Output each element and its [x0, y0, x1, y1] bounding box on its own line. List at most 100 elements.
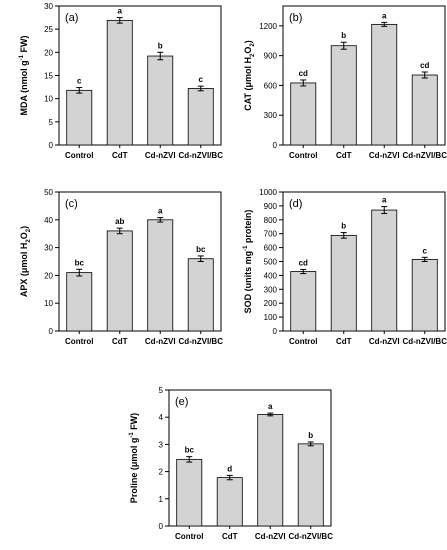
y-axis-label: CAT (μmol H2O2): [243, 40, 256, 111]
axes-frame: [168, 389, 332, 527]
bar: [187, 258, 214, 332]
y-axis-label-text: SOD (units mg: [243, 251, 253, 314]
significance-letter: bc: [185, 446, 195, 455]
y-tick-label: 900: [264, 52, 278, 61]
y-tick-label: 2: [159, 468, 164, 477]
bar: [371, 209, 398, 332]
y-axis-label-sup: -1: [19, 54, 25, 60]
bar: [176, 458, 203, 527]
y-axis-label-tail: ): [19, 226, 29, 229]
bar: [187, 88, 214, 146]
bar: [411, 74, 438, 146]
significance-letter: b: [158, 41, 163, 50]
y-tick-label: 50: [44, 188, 53, 197]
y-tick-label: 400: [264, 271, 278, 280]
y-tick-label: 30: [44, 2, 53, 11]
y-axis-label-text: Proline (μmol g: [129, 438, 139, 504]
x-tick-label: Cd-nZVI/BC: [179, 151, 224, 160]
y-tick-label: 300: [264, 111, 278, 120]
y-tick-label: 500: [264, 258, 278, 267]
y-axis-label-tail: ): [243, 40, 253, 43]
y-tick-label: 40: [44, 216, 53, 225]
y-tick-label: 30: [44, 244, 53, 253]
significance-letter: a: [118, 7, 123, 16]
y-axis-label-sub: 2: [26, 228, 32, 232]
y-tick-label: 0: [273, 327, 278, 336]
significance-letter: bc: [75, 258, 85, 267]
y-tick-label: 200: [264, 299, 278, 308]
y-tick-label: 3: [159, 440, 164, 449]
y-axis-label-sub: 2: [250, 43, 256, 47]
y-axis-label-sub: 2: [26, 239, 32, 243]
y-tick-label: 600: [264, 81, 278, 90]
bar: [106, 230, 133, 332]
x-tick-label: CdT: [222, 532, 238, 541]
y-axis-label: MDA (nmol g-1 FW): [19, 36, 29, 116]
y-axis-label-text: MDA (nmol g: [19, 60, 29, 115]
x-tick-label: Cd-nZVI/BC: [403, 337, 447, 346]
significance-letter: b: [341, 222, 346, 231]
bar: [216, 477, 243, 527]
panel-d: 0 100 200 300 400 500 600 700 800 900 1000 cd Contro…: [243, 188, 447, 346]
panel-b: 0 300 600 900 1200 cd Control b CdT a Cd-nZVI cd Cd-…: [243, 5, 447, 160]
y-tick-label: 5: [159, 386, 164, 395]
y-tick-label: 1200: [259, 22, 277, 31]
significance-letter: a: [382, 11, 387, 20]
y-axis-label: Proline (μmol g-1 FW): [129, 413, 139, 503]
x-tick-label: Cd-nZVI: [145, 151, 176, 160]
significance-letter: ab: [115, 217, 124, 226]
bar: [290, 271, 317, 332]
y-axis-label-text: APX (μmol H: [19, 243, 29, 298]
significance-letter: a: [268, 402, 273, 411]
significance-letter: c: [199, 75, 204, 84]
y-tick-label: 0: [49, 327, 54, 336]
y-axis-label-sub: 2: [250, 53, 256, 57]
bar: [290, 82, 317, 146]
y-axis-label-mid: O: [243, 47, 253, 54]
y-tick-label: 0: [273, 141, 278, 150]
bar: [106, 19, 133, 146]
significance-letter: cd: [420, 61, 429, 70]
y-axis-label-sup: -1: [129, 432, 135, 438]
bar: [66, 272, 93, 332]
bar: [147, 55, 174, 146]
y-tick-label: 1: [159, 495, 164, 504]
x-tick-label: Cd-nZVI/BC: [289, 532, 334, 541]
x-tick-label: CdT: [112, 151, 128, 160]
bar: [330, 234, 357, 332]
y-axis-label: SOD (units mg-1 protein): [243, 210, 253, 314]
x-tick-label: Cd-nZVI: [369, 337, 400, 346]
panel-label: (b): [289, 12, 302, 24]
significance-letter: c: [77, 77, 82, 86]
x-tick-label: Control: [289, 337, 317, 346]
significance-letter: b: [308, 431, 313, 440]
significance-letter: a: [382, 196, 387, 205]
significance-letter: b: [341, 31, 346, 40]
y-tick-label: 700: [264, 230, 278, 239]
x-tick-label: Cd-nZVI: [145, 337, 176, 346]
x-tick-label: CdT: [336, 151, 352, 160]
y-tick-label: 1000: [259, 188, 277, 197]
x-tick-label: CdT: [336, 337, 352, 346]
panel-label: (e): [175, 396, 188, 408]
panel-label: (a): [65, 12, 78, 24]
bar: [147, 219, 174, 332]
y-axis-label: APX (μmol H2O2): [19, 226, 32, 297]
significance-letter: a: [158, 207, 163, 216]
y-axis-label-sup: -1: [243, 245, 249, 251]
x-tick-label: Control: [175, 532, 203, 541]
axes-frame: [282, 5, 446, 146]
y-tick-label: 800: [264, 216, 278, 225]
bar: [257, 414, 284, 527]
y-axis-label-text: CAT (μmol H: [243, 57, 253, 111]
x-tick-label: Control: [289, 151, 317, 160]
x-tick-label: Control: [65, 151, 93, 160]
y-tick-label: 0: [49, 141, 54, 150]
significance-letter: c: [423, 246, 428, 255]
panel-c: 0 10 20 30 40 50 bc Control ab CdT a Cd-nZVI bc Cd-nZ…: [19, 188, 223, 346]
y-tick-label: 20: [44, 48, 53, 57]
bar: [297, 443, 324, 527]
panel-label: (c): [65, 198, 78, 210]
significance-letter: cd: [299, 69, 308, 78]
